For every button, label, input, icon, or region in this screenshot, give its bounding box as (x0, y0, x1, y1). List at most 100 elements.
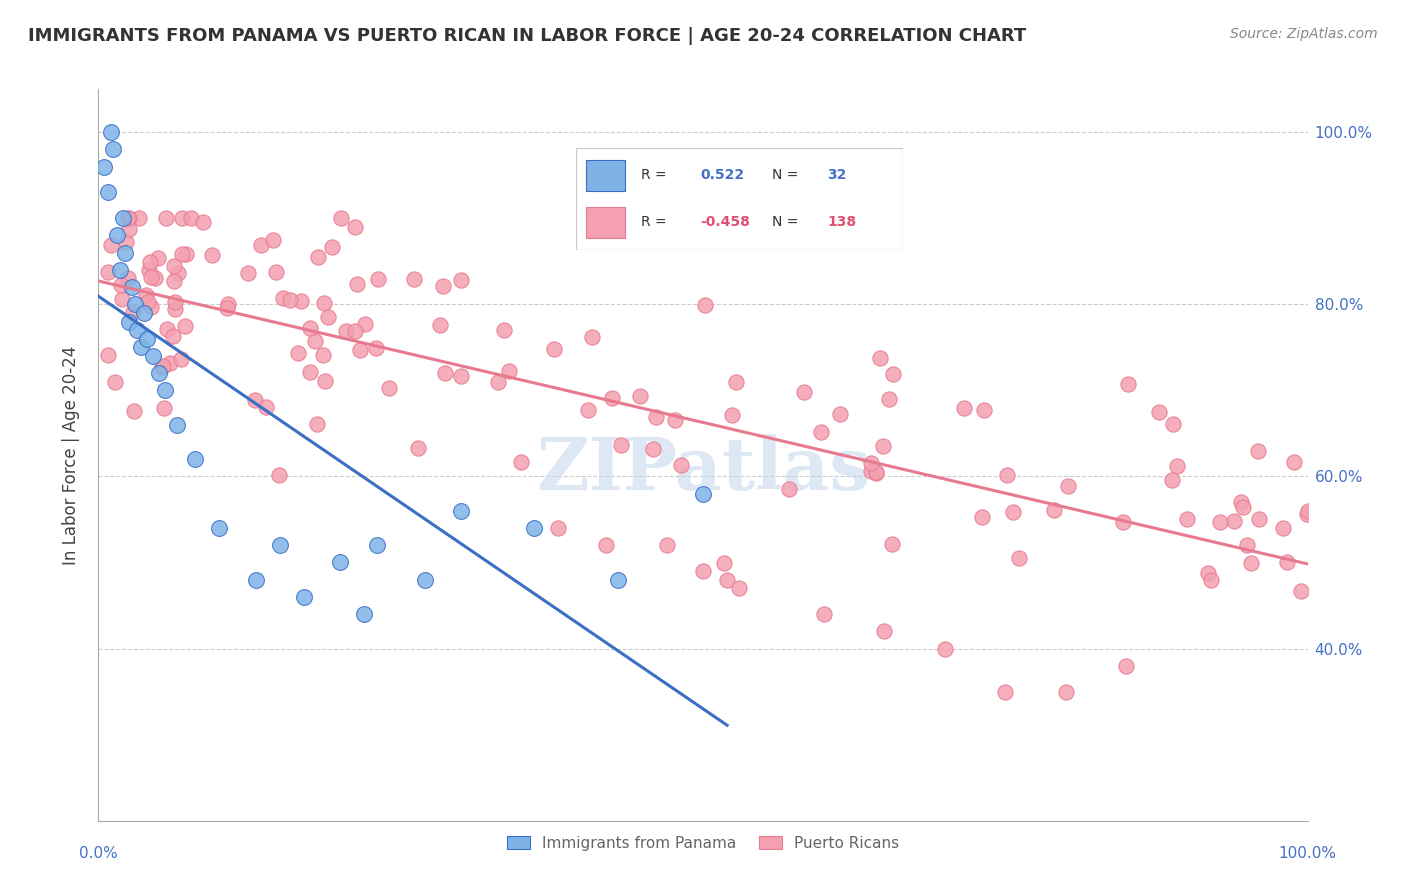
Point (156, 322, 179, 336)
Point (114, 245, 136, 260)
Legend: Immigrants from Panama, Puerto Ricans: Immigrants from Panama, Puerto Ricans (501, 830, 905, 857)
Point (298, 321, 321, 335)
Point (1249, 512, 1271, 526)
Point (877, 392, 900, 406)
Point (172, 247, 194, 261)
Point (1197, 566, 1219, 580)
Point (287, 346, 309, 360)
Point (117, 211, 139, 226)
Point (135, 288, 157, 302)
Point (498, 364, 520, 378)
Point (142, 349, 165, 363)
Point (184, 452, 207, 467)
Point (402, 272, 425, 286)
Point (312, 348, 335, 362)
Point (1295, 507, 1317, 521)
Point (378, 381, 401, 395)
Point (1247, 444, 1270, 458)
Point (145, 271, 167, 285)
Point (307, 250, 329, 264)
Point (118, 222, 141, 236)
Point (641, 442, 664, 456)
Point (101, 143, 124, 157)
Point (278, 293, 301, 308)
Point (450, 273, 472, 287)
Point (97, 186, 120, 200)
Text: 100.0%: 100.0% (1278, 847, 1337, 862)
Point (1289, 584, 1312, 599)
Point (1284, 455, 1306, 469)
Point (155, 211, 177, 226)
Point (201, 248, 224, 262)
Point (304, 334, 326, 348)
Point (108, 263, 131, 277)
Text: IMMIGRANTS FROM PANAMA VS PUERTO RICAN IN LABOR FORCE | AGE 20-24 CORRELATION CH: IMMIGRANTS FROM PANAMA VS PUERTO RICAN I… (28, 27, 1026, 45)
Point (245, 573, 267, 587)
Point (349, 343, 371, 357)
Point (576, 402, 599, 417)
Point (543, 343, 565, 357)
Point (118, 211, 141, 226)
Point (1199, 573, 1222, 587)
Point (655, 538, 678, 552)
Point (191, 215, 214, 229)
Point (995, 468, 1018, 483)
Point (117, 270, 139, 285)
Point (728, 582, 751, 596)
Point (693, 298, 716, 312)
Point (153, 384, 176, 398)
Point (713, 556, 735, 570)
Point (725, 375, 748, 389)
Point (882, 368, 904, 382)
Point (869, 351, 891, 365)
Point (994, 684, 1017, 698)
Point (953, 401, 976, 416)
Point (523, 521, 546, 535)
Point (778, 482, 800, 496)
Point (492, 323, 515, 337)
Point (290, 294, 312, 309)
Point (1001, 505, 1024, 519)
Point (793, 384, 815, 399)
Point (934, 641, 956, 656)
Text: ZIPatlas: ZIPatlas (536, 434, 870, 505)
Point (148, 366, 170, 380)
Point (1222, 514, 1244, 528)
Point (163, 259, 186, 273)
Point (134, 306, 156, 320)
Point (367, 272, 389, 286)
Point (170, 211, 193, 226)
Point (312, 296, 335, 310)
Point (1161, 417, 1184, 432)
Point (316, 310, 339, 324)
Point (671, 458, 693, 472)
Point (547, 521, 569, 535)
Point (813, 607, 835, 621)
Point (141, 300, 163, 314)
Point (124, 297, 146, 311)
Point (163, 274, 186, 288)
Point (1208, 515, 1230, 529)
Point (111, 211, 134, 226)
Point (217, 297, 239, 311)
Point (136, 294, 159, 309)
Point (128, 211, 150, 226)
Point (607, 573, 630, 587)
Point (266, 265, 288, 279)
Point (110, 277, 132, 292)
Point (1161, 473, 1184, 487)
Point (413, 573, 436, 587)
Point (1240, 557, 1263, 571)
Point (366, 538, 388, 552)
Point (169, 352, 191, 367)
Point (810, 425, 832, 439)
Point (269, 467, 291, 482)
Point (146, 251, 169, 265)
Point (174, 247, 197, 261)
Point (1057, 479, 1080, 493)
Point (243, 393, 266, 408)
Point (329, 211, 352, 226)
Point (344, 219, 367, 234)
Point (880, 537, 903, 551)
Point (121, 280, 143, 294)
